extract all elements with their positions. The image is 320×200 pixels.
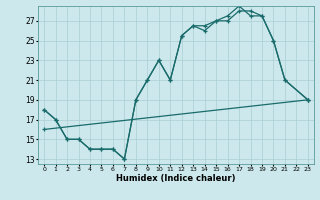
X-axis label: Humidex (Indice chaleur): Humidex (Indice chaleur) — [116, 174, 236, 183]
